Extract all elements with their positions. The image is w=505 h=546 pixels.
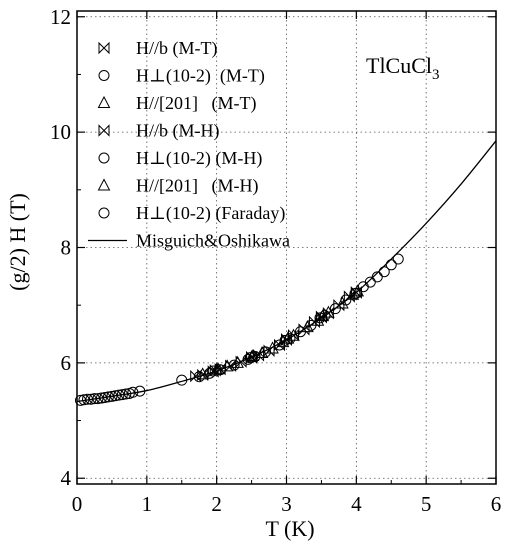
data-point <box>246 350 258 364</box>
x-tick-label: 4 <box>351 492 362 516</box>
legend-label: H//[201] (M-H) <box>136 176 258 197</box>
data-point <box>116 389 128 401</box>
data-point <box>378 266 390 278</box>
legend-entry: H⊥(10-2) (M-T) <box>98 66 265 87</box>
legend-entry: H//[201] (M-H) <box>97 176 258 197</box>
data-point <box>95 392 107 404</box>
data-point <box>85 393 97 405</box>
data-point <box>281 331 295 344</box>
data-point <box>350 286 362 299</box>
x-tick-label: 0 <box>72 492 83 516</box>
data-point <box>244 352 256 364</box>
data-point <box>349 288 361 300</box>
data-point <box>78 394 90 406</box>
data-point <box>88 393 100 405</box>
data-point <box>322 305 335 318</box>
data-point <box>109 390 121 402</box>
data-point <box>231 355 244 368</box>
legend-label: H⊥(10-2) (M-H) <box>136 148 262 169</box>
legend-marker <box>98 152 110 164</box>
legend-entry: H//[201] (M-T) <box>97 93 256 114</box>
data-point <box>209 364 221 377</box>
legend-marker <box>98 207 110 219</box>
legend-label: Misguich&Oshikawa <box>136 231 290 251</box>
data-point <box>260 346 272 358</box>
legend-entry: H//b (M-T) <box>98 38 217 59</box>
data-point <box>329 303 341 315</box>
legend-label: H⊥(10-2) (M-T) <box>136 66 265 87</box>
x-tick-label: 6 <box>491 492 502 516</box>
data-point <box>74 394 86 406</box>
x-tick-label: 2 <box>211 492 222 516</box>
legend-marker <box>97 95 111 108</box>
y-axis-label: (g/2) H (T) <box>5 193 30 291</box>
legend-entry: H//b (M-H) <box>98 121 220 142</box>
data-point <box>102 391 114 403</box>
data-point <box>336 296 349 309</box>
y-tick-label: 8 <box>61 236 72 260</box>
data-point <box>371 271 383 283</box>
data-point <box>246 348 260 361</box>
data-point <box>385 259 397 271</box>
data-point <box>364 276 376 288</box>
x-tick-label: 5 <box>421 492 432 516</box>
y-tick-label: 10 <box>50 120 71 144</box>
data-point <box>315 311 327 324</box>
x-axis-label: T (K) <box>265 516 314 541</box>
x-tick-label: 1 <box>142 492 153 516</box>
y-tick-label: 4 <box>61 466 72 490</box>
legend-marker <box>97 178 111 191</box>
legend-label: H//b (M-T) <box>136 38 217 59</box>
x-tick-label: 3 <box>281 492 292 516</box>
data-point <box>255 345 269 359</box>
legend-label: H//[201] (M-T) <box>136 93 256 114</box>
data-point <box>193 371 205 383</box>
data-point <box>92 393 104 405</box>
x-tick-labels: 0 1 2 3 4 5 6 <box>72 492 502 516</box>
legend-marker <box>98 70 110 81</box>
data-point <box>99 391 111 403</box>
legend: H//b (M-T) H⊥(10-2) (M-T) H//[201] (M-T) H/… <box>88 38 290 251</box>
data-point <box>211 362 225 375</box>
data-point <box>127 386 139 398</box>
data-point <box>220 359 234 372</box>
data-point <box>207 365 219 377</box>
legend-entry: Misguich&Oshikawa <box>88 231 290 251</box>
data-point <box>113 389 125 401</box>
series-4 <box>209 286 362 377</box>
series-7 <box>74 253 404 406</box>
data-point <box>279 334 291 346</box>
y-tick-label: 6 <box>61 351 72 375</box>
compound-annotation: TlCuCl3 <box>366 53 440 83</box>
data-point <box>196 367 210 380</box>
data-point <box>120 388 132 400</box>
data-point <box>134 385 146 397</box>
legend-label: H⊥(10-2) (Faraday) <box>136 203 285 224</box>
axis-ticks <box>76 11 497 484</box>
data-point <box>176 374 188 386</box>
series-5 <box>207 288 361 377</box>
data-point <box>81 393 93 405</box>
y-tick-labels: 4 6 8 10 12 <box>50 5 72 490</box>
data-point <box>314 312 326 324</box>
data-point <box>106 390 118 402</box>
legend-entry: H⊥(10-2) (M-H) <box>98 148 262 169</box>
data-point <box>242 353 254 365</box>
data-point <box>266 341 279 354</box>
legend-marker <box>98 41 110 55</box>
legend-marker <box>98 124 110 137</box>
data-point <box>392 253 404 265</box>
data-point <box>301 320 314 333</box>
legend-entry: H⊥(10-2) (Faraday) <box>98 203 285 224</box>
data-point <box>316 309 330 322</box>
legend-label: H//b (M-H) <box>136 121 220 142</box>
series-6 <box>211 284 365 375</box>
data-points <box>74 253 404 406</box>
y-tick-label: 12 <box>50 5 71 29</box>
data-point <box>281 333 292 346</box>
data-point <box>245 350 258 363</box>
